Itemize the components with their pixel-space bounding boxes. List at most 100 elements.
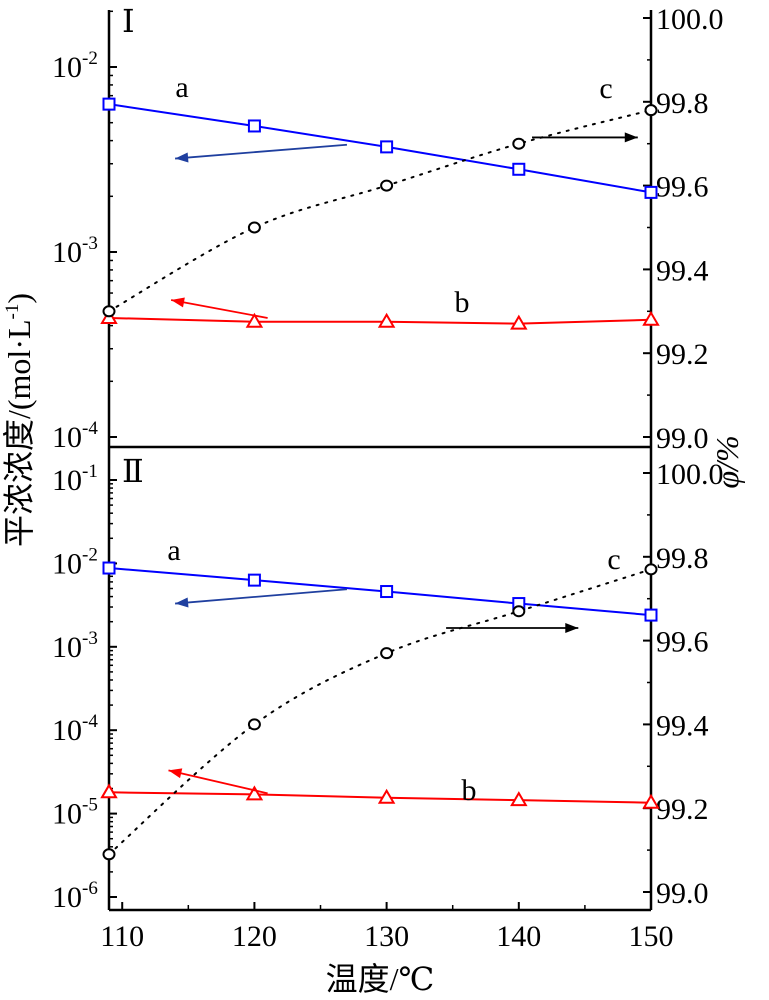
data-point-triangle [100, 783, 118, 799]
right-tick-label: 100.0 [656, 3, 724, 36]
data-point-square [380, 140, 394, 154]
data-point-square [102, 561, 116, 575]
tick-exponent: -4 [82, 711, 98, 732]
data-point-circle [644, 104, 658, 117]
right-tick-label: 100.0 [656, 458, 724, 491]
arrow-shaft [175, 143, 348, 160]
right-tick-label: 99.8 [656, 542, 709, 575]
data-point-triangle [377, 788, 396, 804]
series-label-b: b [455, 286, 470, 319]
series-line [108, 567, 652, 617]
left-tick-label: 10-4 [52, 711, 98, 747]
data-point-circle [380, 647, 394, 660]
left-axis-title-sup: -1 [2, 304, 23, 320]
axis-arrow [175, 588, 348, 608]
tick-exponent: -2 [82, 544, 98, 565]
tick-exponent: -5 [82, 795, 98, 816]
left-axis-title: 平浓浓度/(mol·L-1) [1, 293, 37, 547]
axis-arrow [168, 768, 268, 795]
right-tick-label: 99.6 [656, 626, 709, 659]
data-point-square [644, 185, 658, 199]
tick-base: 10 [52, 236, 82, 269]
left-tick-label: 10-3 [52, 233, 98, 269]
data-point-triangle [642, 793, 660, 809]
data-point-square [102, 97, 116, 111]
series-line [108, 109, 652, 313]
arrow-head [624, 132, 638, 143]
arrow-head [565, 623, 579, 634]
panel-label: Ⅱ [122, 453, 144, 489]
series-label-c: c [607, 543, 620, 576]
x-axis-ticks: 110 120 130 140 150 [100, 902, 674, 953]
data-point-circle [247, 221, 261, 234]
left-tick-label: 10-6 [52, 878, 98, 914]
axis-arrow [446, 623, 579, 634]
tick-base: 10 [52, 631, 82, 664]
panel-2: Ⅱ10-110-210-310-410-510-6100.099.899.699… [52, 453, 724, 914]
tick-base: 10 [52, 421, 82, 454]
left-axis-title-main: 平浓浓度/(mol·L [1, 319, 37, 547]
data-point-circle [102, 848, 116, 861]
series-line [108, 316, 652, 325]
right-tick-label: 99.4 [656, 709, 709, 742]
series-c [102, 563, 658, 861]
arrow-shaft [168, 769, 268, 795]
x-tick-label: 120 [232, 920, 277, 953]
left-tick-label: 10-1 [52, 461, 98, 497]
left-tick-label: 10-4 [52, 418, 98, 454]
axis-arrow [170, 297, 268, 319]
left-tick-label: 10-5 [52, 795, 98, 831]
tick-exponent: -6 [82, 878, 98, 899]
arrow-head [168, 768, 183, 779]
data-point-circle [247, 718, 261, 731]
series-c [102, 104, 658, 318]
tick-exponent: -2 [82, 48, 98, 69]
right-tick-label: 99.2 [656, 793, 709, 826]
panels: Ⅰ10-210-310-4100.099.899.699.499.299.0ab… [52, 3, 724, 914]
data-point-square [644, 608, 658, 622]
series-b [100, 783, 660, 809]
arrow-head [171, 297, 185, 308]
arrow-shaft [175, 588, 348, 605]
tick-exponent: -3 [82, 628, 98, 649]
data-point-circle [380, 179, 394, 192]
data-point-square [247, 573, 261, 587]
axis-arrow [532, 132, 638, 143]
right-tick-label: 99.6 [656, 171, 709, 204]
x-tick-label: 130 [364, 920, 409, 953]
series-line [108, 568, 652, 856]
right-tick-label: 99.2 [656, 338, 709, 371]
panel-label: Ⅰ [122, 3, 135, 39]
left-tick-label: 10-2 [52, 48, 98, 84]
tick-base: 10 [52, 547, 82, 580]
right-tick-label: 99.4 [656, 254, 709, 287]
tick-base: 10 [52, 51, 82, 84]
tick-base: 10 [52, 464, 82, 497]
x-tick-label: 150 [629, 920, 674, 953]
right-tick-label: 99.8 [656, 87, 709, 120]
left-axis-title-close: ) [1, 293, 37, 304]
series-line [108, 103, 652, 194]
tick-exponent: -4 [82, 418, 98, 439]
x-tick-label: 110 [100, 920, 144, 953]
arrow-head [175, 597, 189, 608]
series-label-c: c [599, 72, 612, 105]
data-point-circle [512, 605, 526, 618]
data-point-square [512, 162, 526, 176]
left-tick-label: 10-2 [52, 544, 98, 580]
data-point-square [247, 119, 261, 133]
data-point-triangle [377, 312, 396, 328]
right-tick-label: 99.0 [656, 422, 709, 455]
right-tick-label: 99.0 [656, 877, 709, 910]
data-point-triangle [245, 312, 264, 328]
data-point-circle [102, 305, 116, 318]
tick-base: 10 [52, 881, 82, 914]
panel-1: Ⅰ10-210-310-4100.099.899.699.499.299.0ab… [52, 3, 724, 455]
series-label-a: a [167, 534, 180, 567]
arrow-shaft [170, 299, 268, 319]
x-tick-label: 140 [496, 920, 541, 953]
axis-arrow [175, 143, 348, 163]
series-a [102, 561, 658, 622]
arrow-head [175, 152, 189, 163]
data-point-circle [644, 563, 658, 576]
